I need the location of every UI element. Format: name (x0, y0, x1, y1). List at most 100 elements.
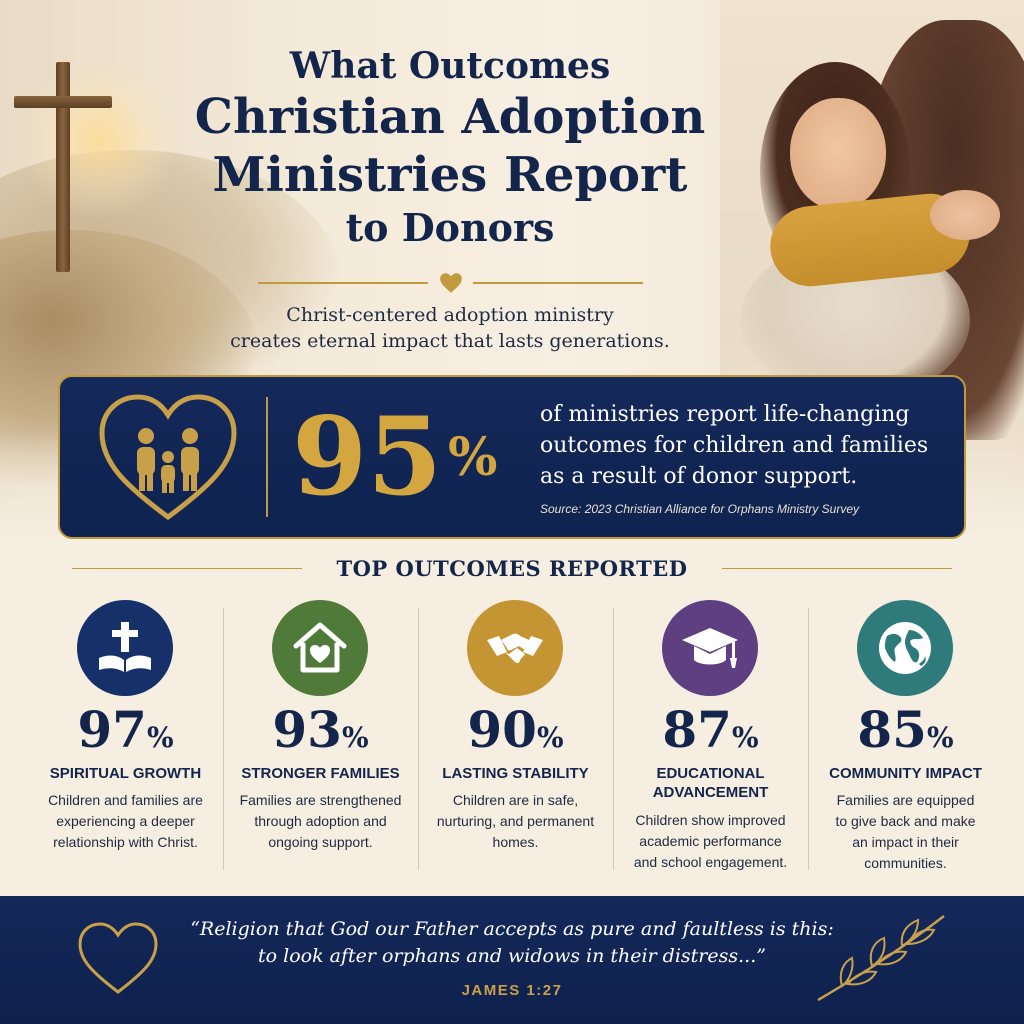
outcome-stat: 97% (28, 700, 223, 760)
globe-icon (879, 622, 931, 674)
outcome-description: Families are equipped to give back and m… (816, 790, 995, 874)
outcome-educational-advancement: 87% EDUCATIONAL ADVANCEMENT Children sho… (613, 598, 808, 890)
family-heart-icon (99, 394, 237, 521)
highlight-text-line-3: as a result of donor support. (540, 464, 858, 489)
outcome-desc-line-3: ongoing support. (268, 834, 373, 850)
outcome-title-line-1: COMMUNITY IMPACT (829, 765, 982, 782)
highlight-text-line-2: outcomes for children and families (540, 433, 929, 458)
divider-line-left (258, 282, 428, 284)
outcome-lasting-stability: 90% LASTING STABILITY Children are in sa… (418, 598, 613, 890)
outcome-desc-line-2: academic performance (639, 833, 782, 849)
outcome-title: STRONGER FAMILIES (223, 764, 418, 783)
outcome-desc-line-1: Children and families are (48, 792, 203, 808)
page-title: What Outcomes Christian Adoption Ministr… (150, 44, 750, 252)
outcome-community-impact: 85% COMMUNITY IMPACT Families are equipp… (808, 598, 1003, 890)
highlight-text-line-1: of ministries report life-changing (540, 402, 910, 427)
title-divider (258, 270, 643, 298)
title-line-1: What Outcomes (289, 45, 611, 87)
highlight-text: of ministries report life-changing outco… (540, 399, 960, 492)
column-separator (613, 608, 614, 870)
title-line-4: to Donors (345, 205, 555, 250)
girl-hands (930, 190, 1000, 240)
outcome-icon-circle (77, 600, 173, 696)
graduation-cap-icon (682, 628, 738, 668)
sun-glow (20, 60, 180, 220)
outcome-desc-line-3: relationship with Christ. (53, 834, 198, 850)
column-separator (223, 608, 224, 870)
outcome-title: EDUCATIONAL ADVANCEMENT (613, 764, 808, 802)
title-line-2: Christian Adoption (194, 89, 706, 145)
outcomes-grid: 97% SPIRITUAL GROWTH Children and famili… (28, 598, 1004, 890)
outcome-title: LASTING STABILITY (418, 764, 613, 783)
cross-icon (56, 62, 70, 272)
outcome-title-line-1: EDUCATIONAL (656, 765, 765, 782)
outcome-stat: 93% (223, 700, 418, 760)
highlight-value: 95 (292, 394, 443, 520)
quote-line-2: to look after orphans and widows in thei… (258, 945, 766, 967)
column-separator (418, 608, 419, 870)
highlight-source: Source: 2023 Christian Alliance for Orph… (540, 502, 860, 516)
bible-cross-icon (99, 622, 151, 672)
outcome-value: 90 (467, 700, 537, 759)
heart-outline-icon (78, 922, 158, 994)
outcome-title-line-2: ADVANCEMENT (652, 784, 769, 801)
outcome-title: SPIRITUAL GROWTH (28, 764, 223, 783)
outcome-desc-line-1: Children show improved (635, 812, 786, 828)
girl-face (790, 98, 886, 210)
outcome-desc-line-1: Families are equipped (836, 792, 975, 808)
banner-separator (266, 397, 268, 517)
outcome-icon-circle (272, 600, 368, 696)
title-line-3: Ministries Report (212, 147, 688, 203)
outcome-unit: % (146, 721, 174, 754)
scripture-quote: “Religion that God our Father accepts as… (190, 916, 834, 970)
outcome-stronger-families: 93% STRONGER FAMILIES Families are stren… (223, 598, 418, 890)
outcome-title-line-1: LASTING STABILITY (442, 765, 589, 782)
outcome-title-line-1: SPIRITUAL GROWTH (49, 765, 202, 782)
outcome-desc-line-1: Children are in safe, (452, 792, 579, 808)
section-heading: TOP OUTCOMES REPORTED (72, 554, 952, 584)
section-line-right (722, 568, 952, 569)
outcome-unit: % (341, 721, 369, 754)
highlight-unit: % (448, 427, 498, 488)
outcome-description: Children are in safe, nurturing, and per… (426, 790, 605, 853)
outcome-desc-line-3: an impact in their (852, 834, 959, 850)
highlight-banner: 95 % of ministries report life-changing … (58, 375, 966, 539)
quote-line-1: “Religion that God our Father accepts as… (190, 918, 834, 940)
outcome-stat: 85% (808, 700, 1003, 760)
outcome-spiritual-growth: 97% SPIRITUAL GROWTH Children and famili… (28, 598, 223, 890)
outcome-desc-line-3: and school engagement. (633, 854, 788, 870)
section-line-left (72, 568, 302, 569)
outcome-desc-line-2: through adoption and (254, 813, 387, 829)
scripture-reference: JAMES 1:27 (461, 982, 563, 999)
outcome-icon-circle (467, 600, 563, 696)
outcome-unit: % (731, 721, 759, 754)
outcome-description: Children show improved academic performa… (621, 810, 800, 873)
outcome-unit: % (536, 721, 564, 754)
background-scene (0, 0, 1024, 570)
outcome-title-line-1: STRONGER FAMILIES (241, 765, 400, 782)
outcome-value: 85 (857, 700, 927, 759)
divider-line-right (473, 282, 643, 284)
subtitle-line-2: creates eternal impact that lasts genera… (230, 330, 670, 352)
outcome-desc-line-4: communities. (864, 855, 947, 871)
outcome-description: Children and families are experiencing a… (36, 790, 215, 853)
outcome-value: 87 (662, 700, 732, 759)
outcome-value: 97 (77, 700, 147, 759)
olive-branch-icon (817, 915, 945, 1002)
outcome-desc-line-2: to give back and make (835, 813, 976, 829)
outcome-desc-line-1: Families are strengthened (239, 792, 402, 808)
outcome-desc-line-2: experiencing a deeper (56, 813, 195, 829)
cross-bar (14, 96, 112, 108)
outcome-value: 93 (272, 700, 342, 759)
subtitle-line-1: Christ-centered adoption ministry (286, 304, 614, 326)
section-heading-label: TOP OUTCOMES REPORTED (336, 556, 688, 581)
subtitle: Christ-centered adoption ministry create… (170, 302, 730, 354)
outcome-desc-line-3: homes. (492, 834, 539, 850)
outcome-icon-circle (662, 600, 758, 696)
handshake-icon (487, 633, 543, 664)
column-separator (808, 608, 809, 870)
outcome-description: Families are strengthened through adopti… (231, 790, 410, 853)
home-heart-icon (293, 622, 347, 673)
outcome-unit: % (926, 721, 954, 754)
